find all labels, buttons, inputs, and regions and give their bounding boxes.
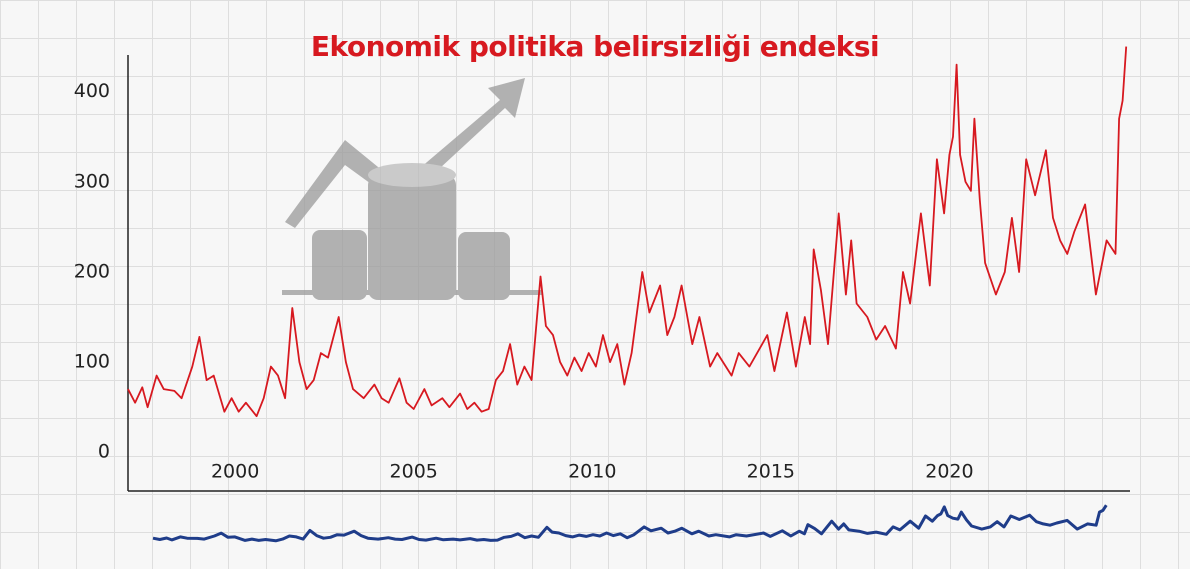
coin-stack: [312, 230, 367, 300]
chart-title: Ekonomik politika belirsizliği endeksi: [311, 30, 879, 63]
data-line: [127, 46, 1128, 418]
y-tick-label: 400: [74, 80, 110, 102]
coin-stack: [368, 175, 456, 300]
y-tick-label: 300: [74, 170, 110, 192]
coin-top: [368, 163, 456, 187]
coin-stack: [458, 232, 510, 300]
x-tick-label: 2015: [747, 461, 795, 483]
navigator-line: [152, 504, 1108, 543]
x-tick-label: 2020: [925, 461, 973, 483]
y-tick-label: 200: [74, 260, 110, 282]
x-tick-label: 2005: [390, 461, 438, 483]
coin-arrow-illustration: [282, 78, 542, 300]
x-tick-label: 2000: [211, 461, 259, 483]
x-tick-label: 2010: [568, 461, 616, 483]
ground-line: [282, 290, 542, 295]
y-tick-label: 0: [98, 441, 110, 463]
y-tick-label: 100: [74, 351, 110, 373]
